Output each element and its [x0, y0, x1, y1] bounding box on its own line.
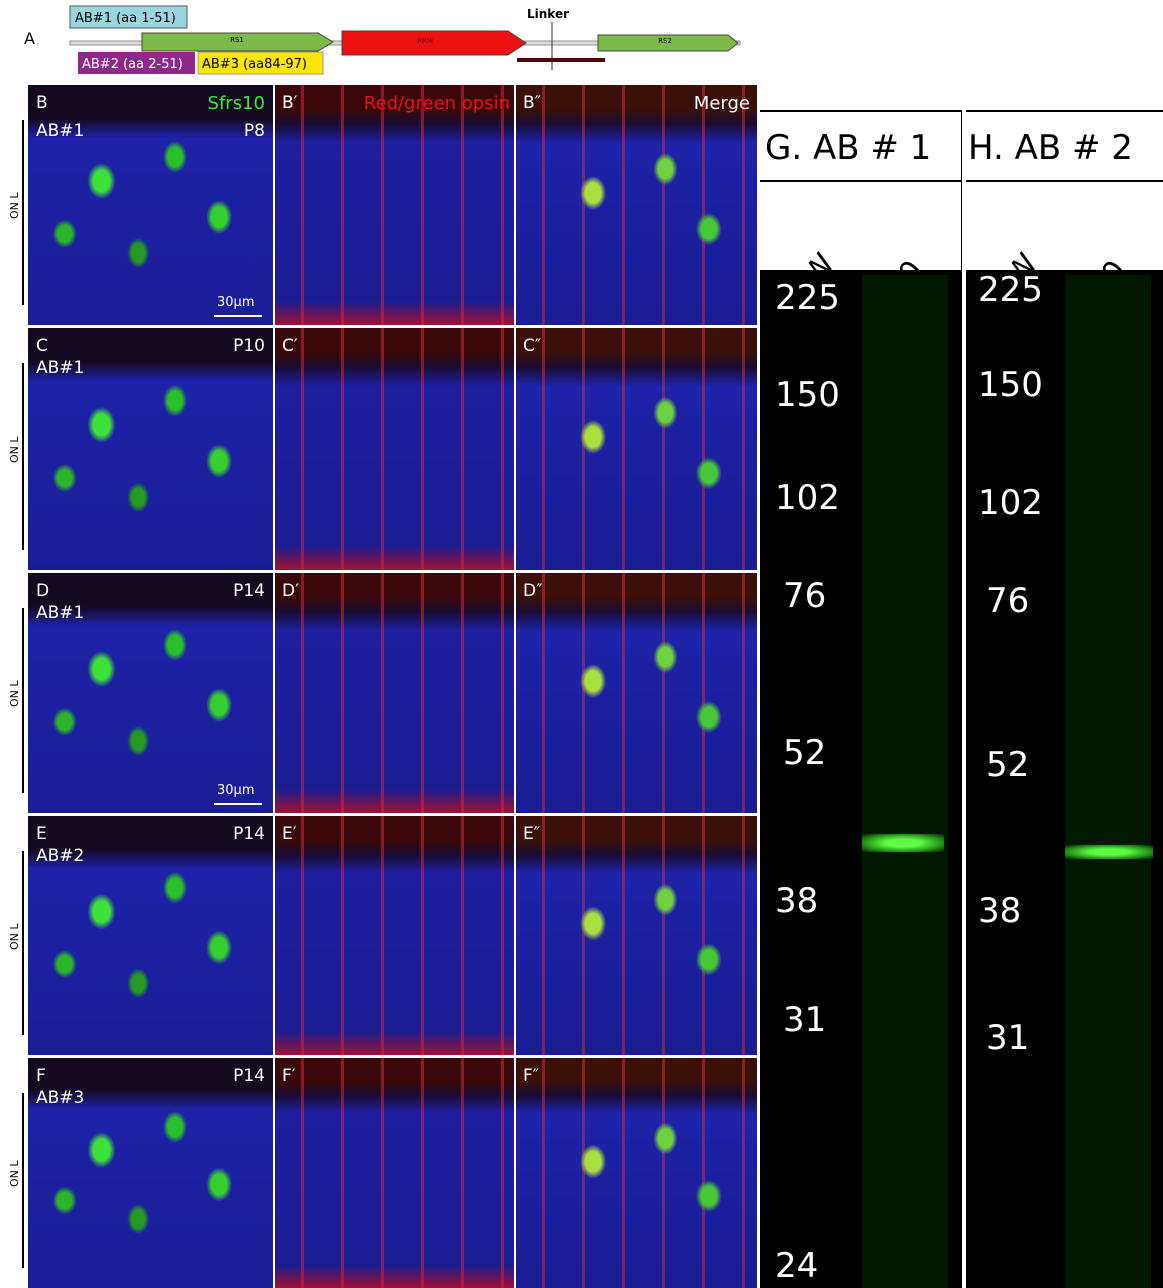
mw-marker: 150	[775, 375, 840, 415]
mw-marker: 24	[775, 1246, 818, 1286]
mw-marker: 52	[986, 745, 1029, 785]
antibody-label: AB#3	[36, 1088, 84, 1108]
panel-label: D″	[523, 581, 542, 601]
layer-label: ON L	[8, 923, 21, 950]
band	[1065, 845, 1153, 859]
panel-label: A	[24, 29, 35, 48]
panel-label: C′	[282, 336, 298, 356]
blot-title: G. AB # 1	[765, 128, 931, 168]
divider	[961, 110, 966, 1288]
domain-label: RS2	[658, 37, 672, 45]
panel-label: F″	[523, 1066, 539, 1086]
mw-marker: 225	[775, 278, 840, 318]
panel-label: B	[36, 93, 48, 113]
scale-bar	[214, 315, 262, 317]
lane	[1065, 275, 1151, 1288]
scale-bar	[214, 803, 262, 805]
micrograph	[275, 816, 514, 1055]
mw-marker: 102	[775, 478, 840, 518]
panel-label: F′	[282, 1066, 296, 1086]
channel-label: Sfrs10	[208, 93, 265, 114]
mw-marker: 102	[978, 483, 1043, 523]
layer-bracket	[22, 608, 24, 793]
ab-label: AB#1 (aa 1-51)	[75, 11, 176, 26]
layer-bracket	[22, 120, 24, 305]
micrograph	[516, 816, 757, 1055]
channel-label: Red/green opsin	[364, 93, 510, 114]
panel-label: E	[36, 824, 47, 844]
scale-bar-label: 30µm	[217, 295, 254, 310]
micrograph	[275, 573, 514, 813]
age-label: P10	[233, 336, 265, 356]
ab-label: AB#2 (aa 2-51)	[82, 57, 183, 72]
micrograph	[275, 328, 514, 570]
domain-label: RRM	[417, 37, 433, 45]
antibody-label: AB#1	[36, 121, 84, 141]
linker-label: Linker	[527, 7, 569, 21]
layer-label: ON L	[8, 192, 21, 219]
antibody-label: AB#1	[36, 603, 84, 623]
mw-marker: 31	[783, 1000, 826, 1040]
mw-marker: 76	[783, 576, 826, 616]
panel-label: D	[36, 581, 49, 601]
mw-marker: 31	[986, 1018, 1029, 1058]
mw-marker: 52	[783, 733, 826, 773]
domain-diagram: A RS1 RRM RS2 Linker AB#1 (aa 1-51) AB#2…	[0, 0, 760, 82]
layer-label: ON L	[8, 1160, 21, 1187]
domain-rrm	[342, 31, 526, 55]
mw-marker: 76	[986, 581, 1029, 621]
micrograph	[275, 85, 514, 325]
panel-label: F	[36, 1066, 46, 1086]
band	[862, 834, 944, 852]
mw-marker: 150	[978, 365, 1043, 405]
panel-label: E′	[282, 824, 297, 844]
mw-marker: 38	[775, 881, 818, 921]
layer-bracket	[22, 851, 24, 1035]
ab-label: AB#3 (aa84-97)	[202, 57, 307, 72]
lane	[862, 275, 948, 1288]
layer-label: ON L	[8, 680, 21, 707]
domain-label: RS1	[230, 36, 244, 44]
micrograph	[516, 85, 757, 325]
panel-label: E″	[523, 824, 540, 844]
panel-label: C	[36, 336, 48, 356]
ab3-epitope	[517, 58, 605, 62]
layer-bracket	[22, 1093, 24, 1268]
antibody-label: AB#1	[36, 358, 84, 378]
layer-label: ON L	[8, 436, 21, 463]
mw-marker: 38	[978, 891, 1021, 931]
age-label: P14	[233, 824, 265, 844]
scale-bar-label: 30µm	[217, 783, 254, 798]
panel-label: B′	[282, 93, 298, 113]
micrograph	[516, 573, 757, 813]
panel-label: B″	[523, 93, 541, 113]
age-label: P8	[244, 121, 265, 141]
age-label: P14	[233, 581, 265, 601]
micrograph	[275, 1058, 514, 1288]
antibody-label: AB#2	[36, 846, 84, 866]
channel-label: Merge	[694, 93, 750, 114]
layer-bracket	[22, 363, 24, 550]
figure: A RS1 RRM RS2 Linker AB#1 (aa 1-51) AB#2…	[0, 0, 1163, 1288]
blot-title: H. AB # 2	[968, 128, 1133, 168]
age-label: P14	[233, 1066, 265, 1086]
panel-label: C″	[523, 336, 541, 356]
micrograph	[516, 328, 757, 570]
micrograph	[516, 1058, 757, 1288]
panel-label: D′	[282, 581, 299, 601]
mw-marker: 225	[978, 270, 1043, 310]
